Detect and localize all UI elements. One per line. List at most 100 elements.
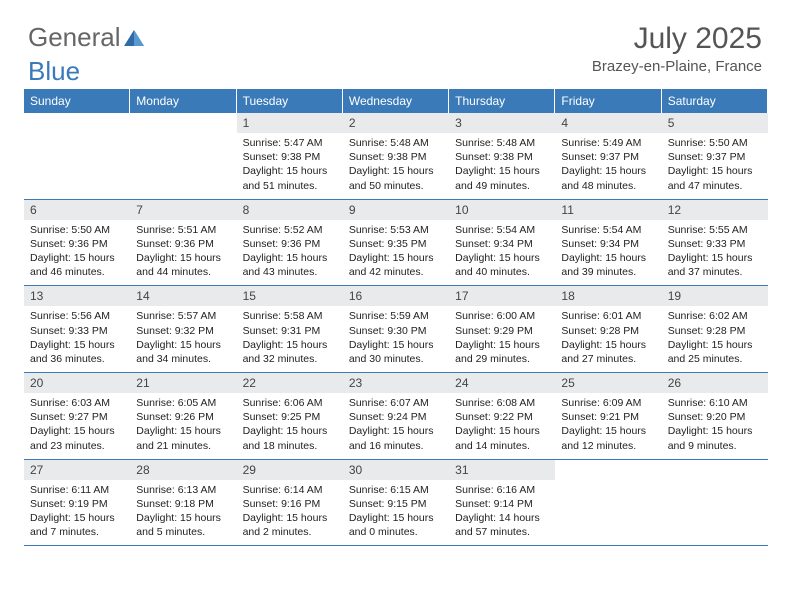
day-number: 30 [343,460,449,480]
day-number: 5 [662,113,768,133]
calendar-cell: 19Sunrise: 6:02 AMSunset: 9:28 PMDayligh… [662,286,768,373]
day-details: Sunrise: 5:48 AMSunset: 9:38 PMDaylight:… [449,133,555,193]
day-header: Thursday [449,89,555,113]
day-details: Sunrise: 6:08 AMSunset: 9:22 PMDaylight:… [449,393,555,453]
day-number: 8 [237,200,343,220]
day-details: Sunrise: 5:56 AMSunset: 9:33 PMDaylight:… [24,306,130,366]
day-details: Sunrise: 6:02 AMSunset: 9:28 PMDaylight:… [662,306,768,366]
day-header: Monday [130,89,236,113]
calendar-cell: 29Sunrise: 6:14 AMSunset: 9:16 PMDayligh… [237,460,343,547]
calendar-cell: 15Sunrise: 5:58 AMSunset: 9:31 PMDayligh… [237,286,343,373]
day-details: Sunrise: 5:50 AMSunset: 9:37 PMDaylight:… [662,133,768,193]
title-block: July 2025 Brazey-en-Plaine, France [592,22,762,75]
day-details: Sunrise: 6:14 AMSunset: 9:16 PMDaylight:… [237,480,343,540]
page-header: General July 2025 Brazey-en-Plaine, Fran… [0,0,792,83]
day-number: 2 [343,113,449,133]
calendar-cell: 14Sunrise: 5:57 AMSunset: 9:32 PMDayligh… [130,286,236,373]
day-details: Sunrise: 6:06 AMSunset: 9:25 PMDaylight:… [237,393,343,453]
calendar-cell: 1Sunrise: 5:47 AMSunset: 9:38 PMDaylight… [237,113,343,200]
day-details: Sunrise: 5:54 AMSunset: 9:34 PMDaylight:… [449,220,555,280]
day-header: Friday [555,89,661,113]
day-details: Sunrise: 5:49 AMSunset: 9:37 PMDaylight:… [555,133,661,193]
day-number: 27 [24,460,130,480]
calendar-cell: 28Sunrise: 6:13 AMSunset: 9:18 PMDayligh… [130,460,236,547]
day-number: 26 [662,373,768,393]
day-number: 31 [449,460,555,480]
day-number: 4 [555,113,661,133]
calendar-cell: 27Sunrise: 6:11 AMSunset: 9:19 PMDayligh… [24,460,130,547]
day-number: 12 [662,200,768,220]
day-number: 7 [130,200,236,220]
day-details: Sunrise: 6:13 AMSunset: 9:18 PMDaylight:… [130,480,236,540]
logo-text-1: General [28,22,121,53]
day-number: 29 [237,460,343,480]
day-details: Sunrise: 5:58 AMSunset: 9:31 PMDaylight:… [237,306,343,366]
day-number: 18 [555,286,661,306]
calendar-cell: 31Sunrise: 6:16 AMSunset: 9:14 PMDayligh… [449,460,555,547]
day-details: Sunrise: 5:55 AMSunset: 9:33 PMDaylight:… [662,220,768,280]
day-details: Sunrise: 5:57 AMSunset: 9:32 PMDaylight:… [130,306,236,366]
calendar-cell: 23Sunrise: 6:07 AMSunset: 9:24 PMDayligh… [343,373,449,460]
day-details: Sunrise: 5:50 AMSunset: 9:36 PMDaylight:… [24,220,130,280]
location-subtitle: Brazey-en-Plaine, France [592,58,762,75]
logo-line2: Blue [28,56,80,87]
calendar-cell-empty: . [555,460,661,547]
calendar-cell: 12Sunrise: 5:55 AMSunset: 9:33 PMDayligh… [662,200,768,287]
day-details: Sunrise: 6:09 AMSunset: 9:21 PMDaylight:… [555,393,661,453]
calendar-cell: 16Sunrise: 5:59 AMSunset: 9:30 PMDayligh… [343,286,449,373]
day-header: Tuesday [237,89,343,113]
day-details: Sunrise: 5:59 AMSunset: 9:30 PMDaylight:… [343,306,449,366]
calendar-cell: 10Sunrise: 5:54 AMSunset: 9:34 PMDayligh… [449,200,555,287]
day-details: Sunrise: 6:00 AMSunset: 9:29 PMDaylight:… [449,306,555,366]
day-number: 24 [449,373,555,393]
calendar-cell: 3Sunrise: 5:48 AMSunset: 9:38 PMDaylight… [449,113,555,200]
calendar-cell: 17Sunrise: 6:00 AMSunset: 9:29 PMDayligh… [449,286,555,373]
calendar-cell: 9Sunrise: 5:53 AMSunset: 9:35 PMDaylight… [343,200,449,287]
calendar-cell: 25Sunrise: 6:09 AMSunset: 9:21 PMDayligh… [555,373,661,460]
day-number: 22 [237,373,343,393]
day-number: 20 [24,373,130,393]
calendar-cell-empty: . [24,113,130,200]
day-details: Sunrise: 5:48 AMSunset: 9:38 PMDaylight:… [343,133,449,193]
day-details: Sunrise: 6:16 AMSunset: 9:14 PMDaylight:… [449,480,555,540]
calendar-cell-empty: . [130,113,236,200]
day-number: 28 [130,460,236,480]
day-number: 13 [24,286,130,306]
calendar-cell: 4Sunrise: 5:49 AMSunset: 9:37 PMDaylight… [555,113,661,200]
day-number: 25 [555,373,661,393]
day-details: Sunrise: 6:10 AMSunset: 9:20 PMDaylight:… [662,393,768,453]
day-details: Sunrise: 5:53 AMSunset: 9:35 PMDaylight:… [343,220,449,280]
day-number: 10 [449,200,555,220]
day-header: Wednesday [343,89,449,113]
calendar-cell: 8Sunrise: 5:52 AMSunset: 9:36 PMDaylight… [237,200,343,287]
calendar-cell: 2Sunrise: 5:48 AMSunset: 9:38 PMDaylight… [343,113,449,200]
day-details: Sunrise: 6:11 AMSunset: 9:19 PMDaylight:… [24,480,130,540]
calendar-cell: 30Sunrise: 6:15 AMSunset: 9:15 PMDayligh… [343,460,449,547]
calendar-cell: 26Sunrise: 6:10 AMSunset: 9:20 PMDayligh… [662,373,768,460]
day-details: Sunrise: 6:05 AMSunset: 9:26 PMDaylight:… [130,393,236,453]
logo-triangle-icon [123,28,145,48]
day-details: Sunrise: 5:47 AMSunset: 9:38 PMDaylight:… [237,133,343,193]
calendar-cell: 7Sunrise: 5:51 AMSunset: 9:36 PMDaylight… [130,200,236,287]
calendar-cell: 22Sunrise: 6:06 AMSunset: 9:25 PMDayligh… [237,373,343,460]
calendar-cell: 13Sunrise: 5:56 AMSunset: 9:33 PMDayligh… [24,286,130,373]
day-number: 3 [449,113,555,133]
day-number: 19 [662,286,768,306]
day-number: 6 [24,200,130,220]
calendar-cell: 24Sunrise: 6:08 AMSunset: 9:22 PMDayligh… [449,373,555,460]
day-header: Sunday [24,89,130,113]
calendar-grid: SundayMondayTuesdayWednesdayThursdayFrid… [24,89,768,546]
day-number: 15 [237,286,343,306]
day-details: Sunrise: 5:51 AMSunset: 9:36 PMDaylight:… [130,220,236,280]
day-details: Sunrise: 5:54 AMSunset: 9:34 PMDaylight:… [555,220,661,280]
calendar-cell: 11Sunrise: 5:54 AMSunset: 9:34 PMDayligh… [555,200,661,287]
day-header: Saturday [662,89,768,113]
calendar-cell-empty: . [662,460,768,547]
page-title: July 2025 [592,22,762,56]
calendar-cell: 18Sunrise: 6:01 AMSunset: 9:28 PMDayligh… [555,286,661,373]
day-details: Sunrise: 6:03 AMSunset: 9:27 PMDaylight:… [24,393,130,453]
logo: General [28,22,145,53]
calendar-cell: 6Sunrise: 5:50 AMSunset: 9:36 PMDaylight… [24,200,130,287]
day-number: 9 [343,200,449,220]
day-number: 16 [343,286,449,306]
